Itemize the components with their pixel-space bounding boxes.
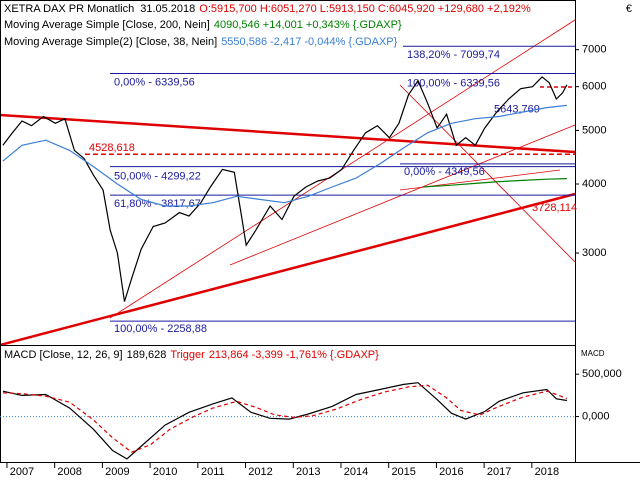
- header-ma38: Moving Average Simple(2) [Close, 38, Nei…: [4, 36, 398, 48]
- series-quote: 189,628: [127, 349, 167, 361]
- x-tick-label: 2013: [296, 466, 320, 478]
- series-quote: 5550,586 -2,417 -0,044% {.GDAXP}: [221, 36, 397, 48]
- x-tick-label: 2014: [344, 466, 368, 478]
- series-quote: 4090,546 +14,001 +0,343% {.GDAXP}: [214, 19, 402, 31]
- series-name: XETRA DAX PR Monatlich: [4, 3, 134, 15]
- series-name: Moving Average Simple(2) [Close, 38, Nei…: [4, 36, 217, 48]
- data-layer: 3000 4000 5000 6000 7000 2007 2008 2009 2010 2011…: [0, 44, 622, 478]
- level-label: 138,20% - 7099,74: [407, 49, 500, 61]
- x-tick-label: 2009: [105, 466, 129, 478]
- header-price: XETRA DAX PR Monatlich 31.05.2018 O:5915,7…: [4, 3, 531, 15]
- level-label: 50,00% - 4299,22: [114, 171, 201, 183]
- x-tick-label: 2010: [153, 466, 177, 478]
- level-label: 3728,114: [532, 202, 577, 214]
- x-tick-label: 2012: [248, 466, 272, 478]
- currency-icon: €: [626, 3, 632, 15]
- series-name: Moving Average Simple [Close, 200, Nein]: [4, 19, 210, 31]
- series-line: [422, 178, 567, 188]
- y-tick-label: 6000: [582, 81, 606, 93]
- level-label: 100,00% - 6339,56: [407, 77, 500, 89]
- x-tick-label: 2018: [535, 466, 559, 478]
- x-tick-label: 2017: [487, 466, 511, 478]
- series-line: [2, 384, 568, 453]
- y-tick-label: 0,000: [582, 410, 610, 422]
- level-label: 4528,618: [89, 142, 135, 154]
- header-macd: MACD [Close, 12, 26, 9] 189,628 Trigger 213…: [4, 349, 379, 361]
- series-name: Trigger: [170, 349, 205, 361]
- level-label: 0,00% - 6339,56: [114, 76, 195, 88]
- y-tick-label: 500,000: [582, 368, 622, 380]
- series-date: 31.05.2018: [140, 3, 195, 15]
- x-tick-label: 2016: [439, 466, 463, 478]
- series-quote: 213,864 -3,399 -1,761% {.GDAXP}: [209, 349, 379, 361]
- x-tick-label: 2011: [201, 466, 225, 478]
- header-ma200: Moving Average Simple [Close, 200, Nein]…: [4, 19, 402, 31]
- y-tick-label: 5000: [582, 124, 606, 136]
- level-label: 100,00% - 2258,88: [114, 323, 207, 335]
- x-tick-label: 2015: [391, 466, 415, 478]
- y-tick-label: 3000: [582, 247, 606, 259]
- series-line: [2, 76, 568, 302]
- x-tick-label: 2007: [10, 466, 34, 478]
- y-tick-label: 4000: [582, 178, 606, 190]
- level-label: 5643,769: [494, 103, 540, 115]
- channel-line: [399, 84, 576, 263]
- series-quote: O:5915,700 H:6051,270 L:5913,150 C:6045,…: [199, 3, 531, 15]
- level-label: 0,00% - 4349,56: [404, 166, 485, 178]
- series-line: [2, 104, 567, 207]
- x-tick-label: 2008: [57, 466, 81, 478]
- trend-line: [0, 113, 576, 154]
- macd-axis-label: MACD: [581, 349, 605, 358]
- trend-line: [0, 192, 576, 347]
- series-name: MACD [Close, 12, 26, 9]: [4, 349, 123, 361]
- y-tick-label: 7000: [582, 44, 606, 56]
